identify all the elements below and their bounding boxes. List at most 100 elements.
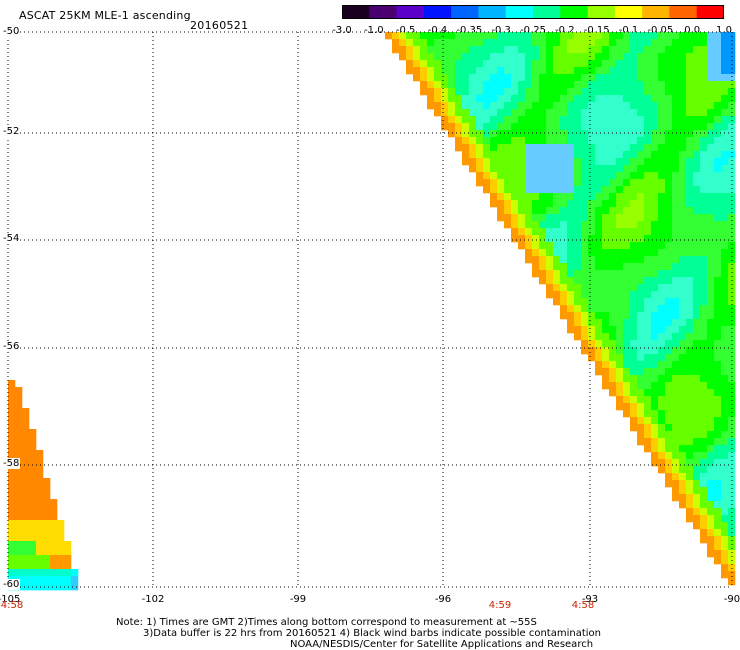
swath-cell (721, 410, 729, 418)
swath-cell (658, 95, 666, 103)
swath-cell (560, 207, 568, 215)
swath-cell (637, 221, 645, 229)
swath-cell (721, 102, 729, 110)
swath-cell (455, 32, 463, 40)
swath-cell (609, 81, 617, 89)
swath-cell (71, 569, 79, 577)
swath-cell (644, 88, 652, 96)
swath-cell (672, 431, 680, 439)
swath-cell (22, 513, 30, 521)
colorbar-segment (396, 5, 425, 19)
colorbar-segment (669, 5, 698, 19)
swath-cell (560, 144, 568, 152)
swath-cell (588, 333, 596, 341)
swath-cell (721, 95, 729, 103)
swath-cell (588, 102, 596, 110)
swath-cell (43, 485, 51, 493)
swath-cell (448, 88, 456, 96)
swath-cell (721, 116, 729, 124)
swath-cell (630, 361, 638, 369)
swath-cell (581, 32, 589, 40)
swath-cell (672, 326, 680, 334)
swath-cell (665, 403, 673, 411)
colorbar-tick-label: 1.0 (716, 25, 732, 36)
swath-cell (546, 137, 554, 145)
swath-cell (567, 319, 575, 327)
swath-cell (518, 67, 526, 75)
swath-cell (637, 368, 645, 376)
swath-cell (36, 548, 44, 556)
swath-cell (651, 81, 659, 89)
swath-cell (560, 74, 568, 82)
swath-cell (658, 228, 666, 236)
swath-cell (728, 382, 736, 390)
swath-cell (644, 368, 652, 376)
colorbar-segment (642, 5, 670, 19)
swath-cell (602, 270, 610, 278)
swath-cell (588, 109, 596, 117)
swath-cell (700, 228, 708, 236)
swath-cell (637, 375, 645, 383)
swath-cell (532, 32, 540, 40)
swath-cell (721, 319, 729, 327)
swath-cell (57, 569, 65, 577)
swath-cell (476, 151, 484, 159)
swath-cell (532, 256, 540, 264)
swath-cell (665, 298, 673, 306)
swath-cell (693, 508, 701, 516)
swath-cell (574, 151, 582, 159)
swath-cell (567, 270, 575, 278)
swath-cell (560, 284, 568, 292)
swath-cell (483, 123, 491, 131)
swath-cell (490, 179, 498, 187)
swath-cell (644, 95, 652, 103)
swath-cell (50, 569, 58, 577)
swath-cell (588, 95, 596, 103)
swath-cell (504, 109, 512, 117)
swath-cell (455, 88, 463, 96)
swath-cell (560, 200, 568, 208)
swath-cell (441, 116, 449, 124)
swath-cell (581, 158, 589, 166)
swath-cell (623, 88, 631, 96)
swath-cell (707, 431, 715, 439)
swath-cell (721, 235, 729, 243)
swath-cell (714, 501, 722, 509)
swath-cell (22, 478, 30, 486)
swath-cell (8, 569, 16, 577)
swath-cell (658, 431, 666, 439)
swath-cell (728, 256, 736, 264)
swath-cell (693, 81, 701, 89)
swath-cell (581, 123, 589, 131)
swath-cell (721, 459, 729, 467)
swath-cell (679, 60, 687, 68)
swath-cell (546, 228, 554, 236)
swath-cell (581, 88, 589, 96)
swath-cell (588, 53, 596, 61)
swath-cell (413, 74, 421, 82)
swath-cell (686, 256, 694, 264)
swath-cell (686, 39, 694, 47)
swath-cell (574, 298, 582, 306)
swath-cell (588, 305, 596, 313)
swath-cell (22, 569, 30, 577)
swath-cell (8, 415, 16, 423)
swath-cell (672, 81, 680, 89)
swath-cell (693, 228, 701, 236)
swath-cell (609, 228, 617, 236)
swath-cell (623, 403, 631, 411)
swath-cell (441, 109, 449, 117)
swath-cell (658, 186, 666, 194)
swath-cell (602, 298, 610, 306)
swath-cell (581, 102, 589, 110)
swath-cell (686, 263, 694, 271)
swath-cell (658, 270, 666, 278)
swath-cell (609, 207, 617, 215)
swath-cell (539, 249, 547, 257)
swath-cell (686, 298, 694, 306)
swath-cell (574, 88, 582, 96)
swath-cell (462, 74, 470, 82)
swath-cell (43, 569, 51, 577)
swath-cell (714, 221, 722, 229)
swath-cell (504, 151, 512, 159)
